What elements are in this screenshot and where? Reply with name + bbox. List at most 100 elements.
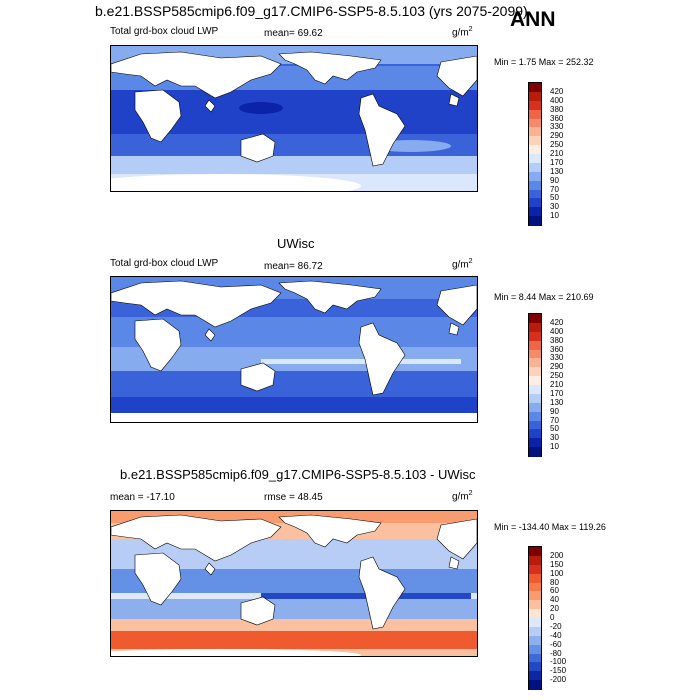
colorbar-box: [529, 349, 541, 359]
colorbar-box: [529, 591, 541, 601]
panel2-colorbar: [528, 313, 542, 457]
panel3-title: b.e21.BSSP585cmip6.f09_g17.CMIP6-SSP5-8.…: [120, 467, 476, 482]
colorbar-label: -200: [550, 675, 567, 685]
colorbar-box: [529, 100, 541, 111]
colorbar-box: [529, 376, 541, 386]
colorbar-label: 400: [550, 326, 564, 336]
colorbar-label: 330: [550, 122, 564, 132]
colorbar-label: -40: [550, 630, 562, 640]
colorbar-box: [529, 145, 541, 155]
panel2-variable-label: Total grd-box cloud LWP: [110, 258, 219, 269]
main-title: b.e21.BSSP585cmip6.f09_g17.CMIP6-SSP5-8.…: [95, 3, 528, 19]
colorbar-box: [529, 216, 541, 226]
colorbar-box: [529, 118, 541, 128]
colorbar-box: [529, 618, 541, 628]
colorbar-box: [529, 447, 541, 457]
colorbar-box: [529, 189, 541, 199]
colorbar-label: 210: [550, 149, 564, 158]
panel3-unit: g/m2: [452, 490, 473, 503]
panel1-mean-label: mean= 69.62: [264, 28, 323, 39]
colorbar-label: -80: [550, 648, 562, 658]
colorbar-label: 70: [550, 415, 559, 425]
colorbar-box: [529, 411, 541, 421]
colorbar-box: [529, 127, 541, 137]
panel3-map: [110, 510, 478, 657]
panel3-rmse-label: rmse = 48.45: [264, 492, 323, 503]
colorbar-box: [529, 322, 541, 333]
colorbar-box: [529, 83, 541, 93]
colorbar-box: [529, 154, 541, 164]
colorbar-box: [529, 171, 541, 182]
panel2-map-svg: [111, 277, 477, 422]
colorbar-box: [529, 680, 541, 690]
colorbar-label: 10: [550, 442, 559, 452]
panel3-colorbar: [528, 546, 542, 690]
colorbar-label: 30: [550, 433, 559, 443]
colorbar-label: 290: [550, 131, 564, 141]
colorbar-label: -20: [550, 621, 562, 631]
colorbar-label: 250: [550, 140, 564, 150]
panel2-unit: g/m2: [452, 258, 473, 271]
panel2-map: [110, 276, 478, 423]
colorbar-label: 20: [550, 604, 559, 614]
colorbar-box: [529, 429, 541, 439]
panel1-map: [110, 45, 478, 192]
panel2-mean-label: mean= 86.72: [264, 261, 323, 272]
colorbar-box: [529, 340, 541, 350]
colorbar-label: 80: [550, 577, 559, 587]
colorbar-label: 40: [550, 595, 559, 605]
panel3-mean-label: mean = -17.10: [110, 492, 175, 503]
panel1-map-svg: [111, 46, 477, 191]
colorbar-label: 150: [550, 559, 564, 569]
colorbar-label: 30: [550, 202, 559, 212]
colorbar-label: 420: [550, 317, 564, 327]
colorbar-label: 50: [550, 424, 559, 434]
colorbar-box: [529, 555, 541, 566]
colorbar-label: 100: [550, 568, 564, 578]
colorbar-box: [529, 547, 541, 557]
colorbar-box: [529, 402, 541, 413]
colorbar-label: 210: [550, 380, 564, 389]
colorbar-label: 130: [550, 397, 564, 407]
colorbar-box: [529, 367, 541, 377]
colorbar-box: [529, 420, 541, 430]
colorbar-box: [529, 653, 541, 663]
colorbar-box: [529, 331, 541, 342]
season-label: ANN: [510, 8, 556, 31]
colorbar-label: 400: [550, 95, 564, 105]
panel3-minmax: Min = -134.40 Max = 119.26: [494, 522, 606, 532]
colorbar-box: [529, 136, 541, 146]
colorbar-box: [529, 609, 541, 619]
colorbar-label: 420: [550, 86, 564, 96]
colorbar-label: 0: [550, 613, 555, 622]
panel2-title: UWisc: [277, 236, 315, 251]
panel1-minmax: Min = 1.75 Max = 252.32: [494, 57, 594, 67]
colorbar-box: [529, 91, 541, 102]
colorbar-label: 90: [550, 406, 559, 416]
panel2-minmax: Min = 8.44 Max = 210.69: [494, 292, 594, 302]
colorbar-label: 200: [550, 550, 564, 560]
colorbar-label: 360: [550, 113, 564, 123]
colorbar-label: 90: [550, 175, 559, 185]
colorbar-box: [529, 635, 541, 646]
colorbar-label: 380: [550, 335, 564, 345]
colorbar-box: [529, 385, 541, 395]
colorbar-box: [529, 573, 541, 583]
colorbar-box: [529, 564, 541, 575]
colorbar-label: 380: [550, 104, 564, 114]
colorbar-label: 10: [550, 211, 559, 221]
colorbar-label: 290: [550, 362, 564, 372]
colorbar-label: 70: [550, 184, 559, 194]
colorbar-box: [529, 582, 541, 592]
colorbar-label: 330: [550, 353, 564, 363]
colorbar-box: [529, 393, 541, 404]
colorbar-label: 60: [550, 586, 559, 596]
colorbar-box: [529, 162, 541, 173]
colorbar-label: 130: [550, 166, 564, 176]
colorbar-box: [529, 662, 541, 672]
colorbar-box: [529, 600, 541, 610]
colorbar-label: 170: [550, 388, 564, 398]
colorbar-box: [529, 198, 541, 208]
colorbar-label: -100: [550, 657, 567, 667]
